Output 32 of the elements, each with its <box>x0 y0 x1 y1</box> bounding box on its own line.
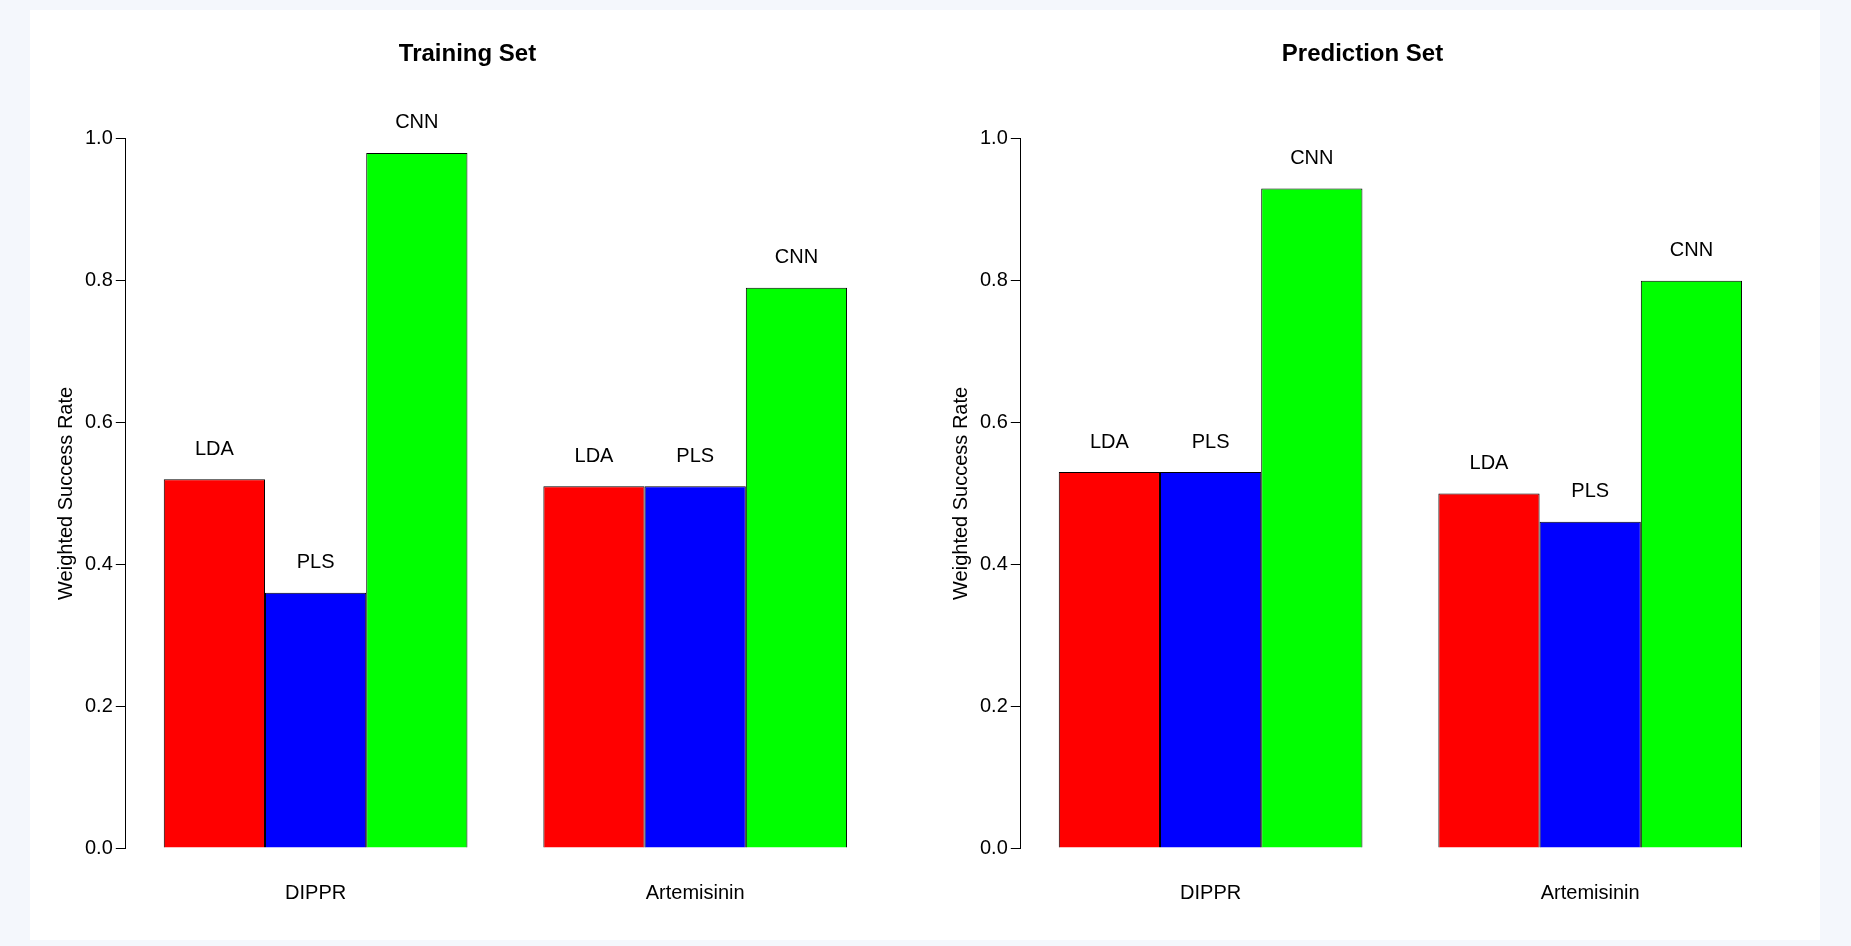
y-tick-label: 1.0 <box>84 126 113 149</box>
text: CNN <box>774 245 819 268</box>
text: LDA <box>574 443 614 466</box>
x-tick-label: Artemisinin <box>1540 880 1640 903</box>
text: PLS <box>676 443 715 466</box>
series-label: LDA <box>194 436 235 459</box>
x-tick-label: Artemisinin <box>645 880 745 903</box>
chart-title: Prediction Set <box>1281 39 1444 67</box>
series-label: LDA <box>1469 450 1510 473</box>
y-tick-label: 0.0 <box>979 835 1008 858</box>
y-tick-label: 0.0 <box>84 835 113 858</box>
text: CNN <box>1290 145 1334 168</box>
y-tick-label: 0.6 <box>979 410 1008 432</box>
series-label: PLS <box>1191 429 1230 452</box>
y-tick-label: 0.2 <box>979 693 1008 716</box>
y-axis-title: Weighted Success Rate <box>948 386 971 600</box>
y-tick-label: 0.4 <box>84 551 113 574</box>
series-label: PLS <box>296 550 335 573</box>
series-label: CNN <box>395 110 439 133</box>
y-axis-title: Weighted Success Rate <box>53 386 76 600</box>
chart-title: Training Set <box>398 39 537 67</box>
text: PLS <box>1571 479 1610 502</box>
x-tick-label: DIPPR <box>1180 880 1242 903</box>
y-tick-label: 0.8 <box>84 268 113 291</box>
y-tick-label: 0.6 <box>84 410 113 432</box>
text: LDA <box>1089 429 1129 452</box>
y-tick-label: 0.8 <box>979 268 1008 291</box>
y-tick-label: 1.0 <box>979 126 1008 149</box>
y-tick-label: 0.4 <box>979 551 1008 574</box>
series-label: CNN <box>1669 238 1714 261</box>
y-tick-label: 0.2 <box>84 693 113 716</box>
x-tick-label: DIPPR <box>285 880 347 903</box>
